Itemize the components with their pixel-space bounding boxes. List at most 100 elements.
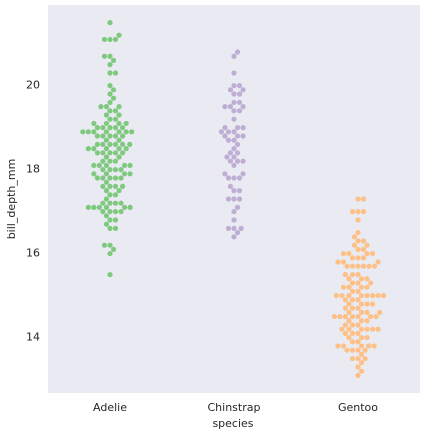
dot (349, 255, 356, 261)
dot (335, 343, 341, 349)
dot (355, 364, 361, 370)
dot (231, 53, 237, 59)
dot (107, 125, 113, 131)
dot (100, 175, 106, 181)
dot (116, 146, 122, 152)
dot (355, 280, 361, 286)
dot (227, 104, 234, 110)
dot (225, 196, 232, 202)
dot (234, 158, 241, 164)
dot (225, 225, 232, 231)
dot (120, 125, 126, 131)
dot (103, 196, 110, 202)
dot (100, 125, 106, 131)
dot (349, 208, 356, 215)
dot (339, 326, 345, 332)
dot (231, 70, 237, 76)
dot (355, 305, 361, 311)
dot (240, 171, 246, 177)
dot (129, 129, 135, 135)
dot (116, 120, 122, 127)
dot (344, 263, 350, 269)
dot (107, 62, 113, 68)
dot (127, 204, 133, 210)
dot (227, 87, 234, 93)
dot (342, 322, 348, 328)
dot (107, 53, 113, 59)
dot (368, 313, 374, 320)
dot (107, 150, 113, 156)
dot (91, 146, 97, 152)
dot (116, 129, 122, 135)
dot (94, 175, 100, 181)
dot (110, 95, 117, 101)
dot (355, 339, 361, 345)
dot (364, 301, 370, 307)
dot (96, 162, 102, 169)
dot (231, 188, 237, 194)
dot (342, 313, 348, 320)
dot (231, 162, 237, 169)
dot (236, 83, 243, 89)
dot (362, 347, 368, 353)
dot (234, 229, 241, 236)
dot (222, 104, 228, 110)
dot (364, 242, 370, 248)
x-tick-label: Gentoo (338, 401, 378, 414)
dot (100, 141, 106, 148)
dot (369, 301, 376, 307)
dot (364, 276, 370, 282)
dot (231, 137, 237, 143)
dot (358, 334, 365, 341)
dot (349, 355, 356, 362)
dot (103, 129, 110, 135)
dot (349, 313, 356, 320)
dot (100, 208, 106, 215)
dot (120, 183, 126, 190)
dot (120, 150, 126, 156)
dot (103, 221, 110, 227)
dot (107, 36, 113, 43)
dot (107, 200, 113, 206)
dot (103, 188, 110, 194)
dot (349, 297, 356, 303)
dot (355, 196, 361, 202)
dot (364, 292, 370, 299)
dot (112, 116, 119, 122)
dot (112, 133, 119, 139)
dot (355, 217, 361, 223)
dot (107, 167, 113, 173)
dot (112, 183, 119, 190)
dot (118, 208, 124, 215)
dot (236, 196, 243, 202)
dot (107, 99, 113, 106)
dot (101, 53, 108, 59)
dot (358, 284, 365, 290)
dot (344, 347, 350, 353)
dot (234, 49, 241, 55)
dot (349, 330, 356, 336)
dot (116, 137, 122, 143)
dot (358, 292, 365, 299)
dot (94, 133, 100, 139)
dot (346, 301, 352, 307)
dot (110, 246, 117, 252)
dot (234, 204, 241, 210)
y-tick-label: 18 (26, 163, 40, 176)
dot (98, 104, 104, 110)
dot (234, 133, 241, 139)
dot (351, 242, 358, 248)
dot (123, 120, 129, 127)
dot (339, 292, 345, 299)
dot (364, 309, 370, 315)
dot (120, 133, 126, 139)
dot (116, 112, 122, 118)
dot (231, 196, 237, 202)
y-tick-label: 20 (26, 79, 40, 92)
dot (346, 284, 352, 290)
dot (346, 334, 352, 341)
dot (236, 108, 243, 114)
dot (94, 125, 100, 131)
dot (101, 36, 108, 43)
dot (349, 288, 356, 294)
